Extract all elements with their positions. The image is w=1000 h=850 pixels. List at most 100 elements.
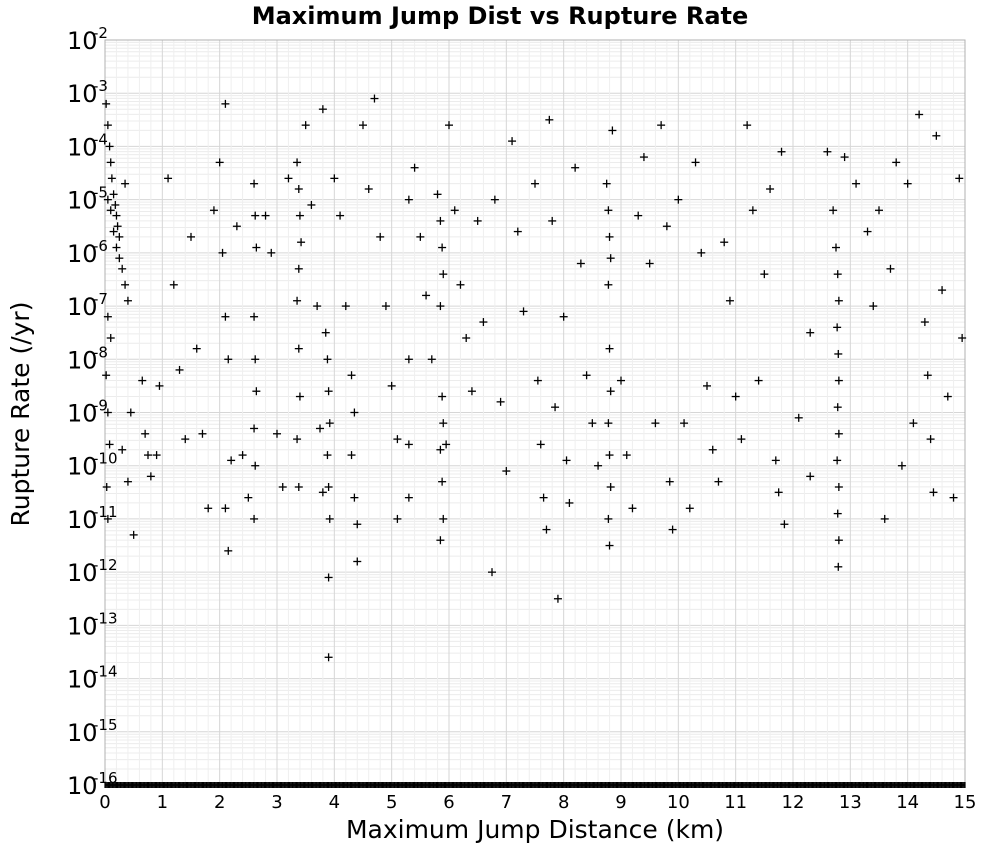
data-point — [251, 355, 260, 364]
data-point — [622, 451, 631, 460]
data-point — [708, 445, 717, 454]
data-point — [436, 302, 445, 311]
data-point — [651, 419, 660, 428]
data-point — [381, 302, 390, 311]
y-tick-exponent: -4 — [93, 130, 108, 148]
data-point — [823, 147, 832, 156]
data-point — [605, 451, 614, 460]
data-point — [316, 424, 324, 433]
data-point — [252, 387, 261, 396]
data-point — [685, 504, 694, 513]
y-tick-exponent: -3 — [93, 77, 108, 95]
data-point — [404, 493, 413, 502]
data-point — [324, 653, 333, 662]
data-point — [107, 174, 116, 183]
data-point — [295, 211, 304, 220]
data-point — [833, 456, 842, 465]
data-point — [594, 461, 603, 470]
y-axis-label: Rupture Rate (/yr) — [6, 301, 35, 527]
data-point — [832, 243, 840, 252]
data-point — [490, 195, 499, 204]
data-point — [336, 211, 345, 220]
data-point — [588, 419, 597, 428]
data-point — [144, 451, 152, 460]
data-point — [278, 483, 287, 491]
data-point — [559, 312, 568, 321]
y-tick-label: 10-9 — [67, 397, 108, 428]
y-tick-exponent: -9 — [93, 397, 108, 415]
data-point — [113, 222, 122, 231]
y-tick-label: 10-16 — [67, 769, 118, 800]
data-point — [852, 179, 861, 188]
data-point — [754, 376, 763, 385]
y-tick-label: 10-6 — [67, 237, 108, 268]
data-point — [833, 270, 842, 279]
y-tick-base: 10 — [67, 559, 98, 587]
data-point — [438, 243, 447, 252]
data-point — [359, 121, 367, 130]
data-point — [293, 296, 302, 305]
y-tick-label: 10-4 — [67, 130, 108, 161]
y-tick-base: 10 — [67, 719, 98, 747]
data-point — [834, 536, 843, 545]
data-point — [551, 403, 560, 412]
data-point — [187, 232, 195, 241]
data-point — [604, 206, 613, 215]
data-point — [123, 296, 132, 305]
y-tick-base: 10 — [67, 666, 98, 694]
data-point — [665, 477, 674, 486]
data-point — [488, 568, 496, 577]
y-tick-exponent: -5 — [93, 184, 108, 202]
data-point — [221, 99, 230, 108]
data-point — [227, 456, 236, 465]
x-tick-label: 2 — [214, 792, 225, 813]
data-point — [404, 195, 413, 204]
data-point — [691, 158, 700, 167]
data-point — [106, 158, 115, 167]
data-point — [121, 179, 130, 188]
data-point — [617, 376, 625, 385]
data-point — [109, 227, 118, 236]
data-point — [102, 483, 111, 491]
data-point — [293, 158, 302, 167]
data-point — [433, 190, 442, 199]
y-tick-labels: 10-210-310-410-510-610-710-810-910-1010-… — [67, 24, 118, 800]
data-point — [324, 387, 333, 396]
data-point — [737, 435, 746, 444]
data-point — [539, 493, 548, 502]
y-tick-exponent: -8 — [93, 343, 108, 361]
data-point — [118, 264, 127, 273]
data-point — [175, 365, 184, 374]
data-point — [267, 248, 276, 257]
data-point — [467, 387, 476, 396]
data-point — [897, 461, 906, 470]
data-point — [105, 440, 114, 449]
data-point — [923, 371, 932, 380]
data-point — [376, 232, 385, 241]
data-point — [766, 185, 775, 193]
data-point — [141, 429, 150, 438]
data-point — [606, 387, 615, 396]
data-point — [496, 397, 505, 406]
data-point — [295, 392, 304, 401]
x-tick-label: 5 — [386, 792, 397, 813]
data-point — [341, 302, 350, 311]
chart-title: Maximum Jump Dist vs Rupture Rate — [251, 2, 749, 30]
data-point — [215, 158, 224, 167]
data-point — [628, 504, 637, 513]
y-tick-exponent: -14 — [93, 663, 118, 681]
data-point — [834, 349, 843, 358]
data-point — [221, 312, 230, 321]
data-point — [330, 174, 339, 183]
data-point — [250, 424, 259, 433]
x-tick-label: 6 — [443, 792, 454, 813]
data-point — [105, 142, 114, 151]
data-point — [439, 514, 448, 523]
data-point — [604, 280, 613, 289]
data-point — [112, 211, 121, 220]
data-point — [121, 280, 130, 289]
data-point — [932, 131, 941, 140]
data-point — [548, 216, 557, 225]
data-point — [251, 211, 260, 220]
